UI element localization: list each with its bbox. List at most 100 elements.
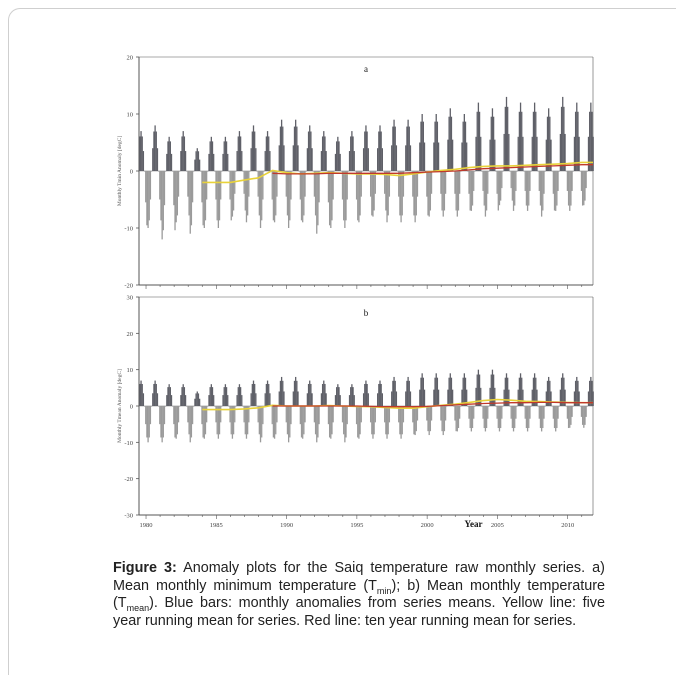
anomaly-bar bbox=[473, 171, 475, 191]
y-tick-label: 10 bbox=[127, 367, 134, 374]
anomaly-bar bbox=[414, 171, 416, 223]
anomaly-bar bbox=[231, 171, 234, 217]
anomaly-bar bbox=[549, 380, 551, 406]
anomaly-bar bbox=[591, 111, 593, 171]
anomaly-bar bbox=[327, 406, 330, 425]
anomaly-bar bbox=[204, 406, 207, 435]
anomaly-bar bbox=[406, 380, 408, 406]
anomaly-bar bbox=[325, 393, 327, 406]
y-tick-label: -20 bbox=[124, 476, 133, 483]
anomaly-bar bbox=[590, 376, 592, 406]
anomaly-bar bbox=[358, 171, 360, 223]
x-tick-label: 1995 bbox=[350, 522, 363, 529]
anomaly-bar bbox=[302, 171, 304, 223]
anomaly-bar bbox=[174, 406, 176, 438]
anomaly-bar bbox=[153, 383, 155, 406]
anomaly-bar bbox=[384, 171, 386, 194]
anomaly-bar bbox=[578, 136, 580, 171]
anomaly-bar bbox=[280, 376, 283, 406]
anomaly-bar bbox=[371, 171, 373, 216]
anomaly-bar bbox=[483, 171, 485, 206]
anomaly-bar bbox=[583, 171, 585, 206]
anomaly-bar bbox=[197, 393, 200, 406]
anomaly-bar bbox=[429, 171, 432, 211]
anomaly-bar bbox=[548, 376, 550, 406]
anomaly-bar bbox=[220, 406, 222, 423]
anomaly-bar bbox=[373, 406, 375, 435]
anomaly-bar bbox=[230, 406, 232, 435]
anomaly-bar bbox=[248, 171, 250, 197]
anomaly-bar bbox=[428, 406, 430, 436]
anomaly-bar bbox=[321, 136, 324, 171]
anomaly-bar bbox=[328, 406, 331, 438]
anomaly-bar bbox=[218, 406, 221, 435]
anomaly-bar bbox=[478, 111, 481, 171]
caption-sub-min: min bbox=[376, 585, 392, 596]
anomaly-bar bbox=[587, 391, 590, 406]
anomaly-bar bbox=[499, 171, 502, 201]
anomaly-bar bbox=[492, 116, 495, 171]
anomaly-bar bbox=[377, 393, 379, 406]
anomaly-bar bbox=[372, 406, 374, 439]
anomaly-bar bbox=[504, 377, 506, 406]
anomaly-bar bbox=[191, 171, 194, 203]
anomaly-bar bbox=[352, 387, 354, 406]
anomaly-bar bbox=[271, 406, 273, 425]
anomaly-bar bbox=[190, 406, 193, 438]
anomaly-bar bbox=[528, 406, 530, 429]
anomaly-bar bbox=[484, 406, 487, 432]
anomaly-bar bbox=[469, 171, 471, 211]
anomaly-bar bbox=[241, 151, 243, 171]
anomaly-bar bbox=[562, 373, 564, 406]
anomaly-bar bbox=[405, 391, 407, 406]
anomaly-bar bbox=[521, 111, 523, 171]
anomaly-bar bbox=[141, 136, 143, 171]
anomaly-bar bbox=[499, 406, 502, 429]
anomaly-bar bbox=[592, 136, 594, 171]
anomaly-bar bbox=[191, 406, 194, 425]
anomaly-bar bbox=[307, 131, 310, 171]
anomaly-bar bbox=[273, 171, 276, 223]
anomaly-bar bbox=[196, 148, 198, 171]
anomaly-bar bbox=[398, 406, 400, 423]
anomaly-bar bbox=[331, 171, 333, 221]
anomaly-bar bbox=[447, 389, 449, 406]
anomaly-bar bbox=[289, 406, 291, 438]
anomaly-bar bbox=[562, 96, 564, 171]
anomaly-bar bbox=[449, 373, 451, 406]
anomaly-bar bbox=[470, 406, 473, 432]
anomaly-bar bbox=[257, 406, 259, 423]
anomaly-bar bbox=[174, 171, 176, 231]
y-tick-label: 30 bbox=[127, 295, 134, 302]
anomaly-bar bbox=[482, 406, 484, 419]
caption-text-2: ); b) Mean monthly temperature (T bbox=[113, 577, 605, 612]
anomaly-bar bbox=[573, 136, 576, 171]
anomaly-bar bbox=[145, 406, 147, 425]
anomaly-bar bbox=[555, 406, 557, 432]
anomaly-bar bbox=[483, 406, 485, 429]
anomaly-bar bbox=[360, 171, 362, 197]
anomaly-bar bbox=[218, 171, 221, 221]
anomaly-bar bbox=[415, 406, 417, 432]
anomaly-bar bbox=[201, 171, 203, 203]
anomaly-bar bbox=[353, 151, 355, 171]
anomaly-bar bbox=[482, 171, 484, 191]
x-tick-label: 1990 bbox=[280, 522, 293, 529]
anomaly-bar bbox=[590, 102, 592, 171]
anomaly-bar bbox=[337, 136, 339, 171]
anomaly-bar bbox=[557, 406, 559, 419]
anomaly-bar bbox=[536, 389, 538, 406]
anomaly-bar bbox=[454, 406, 456, 421]
anomaly-bar bbox=[555, 171, 557, 211]
anomaly-bar bbox=[181, 136, 183, 171]
anomaly-bar bbox=[359, 406, 361, 435]
anomaly-bar bbox=[391, 145, 393, 171]
anomaly-bar bbox=[339, 395, 341, 406]
anomaly-bar bbox=[299, 406, 302, 425]
anomaly-bar bbox=[510, 171, 512, 189]
anomaly-bar bbox=[379, 125, 381, 171]
anomaly-bar bbox=[437, 142, 440, 171]
anomaly-bar bbox=[205, 406, 208, 423]
anomaly-bar bbox=[289, 171, 291, 221]
anomaly-bar bbox=[539, 406, 542, 429]
